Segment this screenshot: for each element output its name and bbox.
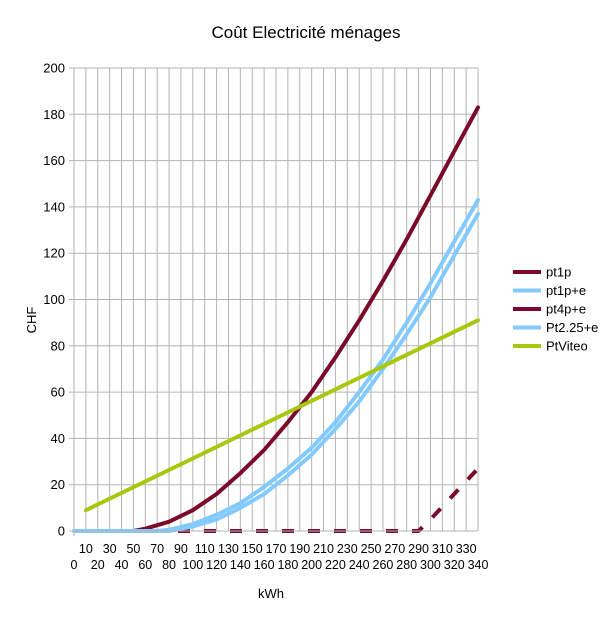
x-tick-label: 110 [195,542,215,556]
x-tick-label: 150 [242,542,263,556]
x-tick-label: 290 [408,542,429,556]
series-line-ptviteo [83,318,480,513]
x-tick-label: 250 [361,542,382,556]
chart-title: Coût Electricité ménages [212,23,401,42]
x-tick-label: 50 [126,542,140,556]
legend-label: pt4p+e [546,302,586,317]
x-tick-label: 80 [162,558,176,572]
x-tick-label: 90 [174,542,188,556]
x-tick-label: 270 [384,542,405,556]
series-line-pt2-25-e [72,211,480,533]
axes [73,68,478,536]
x-tick-label: 240 [349,558,370,572]
x-tick-label: 140 [230,558,251,572]
x-tick-label: 280 [396,558,417,572]
x-tick-label: 120 [206,558,227,572]
x-tick-label: 40 [115,558,129,572]
x-tick-label: 200 [301,558,322,572]
x-tick-label: 100 [182,558,203,572]
y-tick-label: 40 [51,431,65,446]
x-tick-label: 210 [313,542,334,556]
y-tick-label: 180 [43,107,65,122]
x-tick-label: 60 [138,558,152,572]
x-tick-label: 310 [432,542,453,556]
x-tick-label: 30 [103,542,117,556]
gridlines [69,67,479,532]
x-tick-label: 340 [468,558,489,572]
y-tick-label: 0 [58,524,65,539]
x-tick-label: 0 [71,558,78,572]
x-tick-label: 300 [420,558,441,572]
x-tick-label: 160 [254,558,275,572]
y-tick-label: 100 [43,292,65,307]
y-tick-label: 120 [43,246,65,261]
legend-label: PtViteo [546,339,588,354]
x-tick-label: 130 [218,542,239,556]
x-tick-label: 320 [444,558,465,572]
x-tick-label: 10 [79,542,93,556]
legend-label: pt1p+e [546,283,586,298]
y-axis-title: CHF [24,307,39,334]
y-tick-label: 20 [51,477,65,492]
x-axis-title: kWh [258,586,284,601]
y-tick-label: 60 [51,385,65,400]
y-tick-label: 140 [43,199,65,214]
x-tick-label: 260 [373,558,394,572]
series-line-pt1p-e [155,198,480,533]
legend-label: pt1p [546,265,571,280]
y-tick-label: 80 [51,338,65,353]
x-tick-label: 330 [456,542,477,556]
x-tick-label: 170 [266,542,287,556]
x-tick-label: 180 [277,558,298,572]
x-tick-label: 20 [91,558,105,572]
series-lines [72,105,480,533]
x-tick-label: 220 [325,558,346,572]
legend-label: Pt2.25+e [546,320,598,335]
x-tick-label: 190 [289,542,310,556]
legend: pt1p pt1p+e pt4p+e Pt2.25+e PtViteo [513,265,598,354]
x-tick-label: 230 [337,542,358,556]
y-tick-label: 160 [43,153,65,168]
y-tick-label: 200 [43,61,65,76]
x-tick-label: 70 [150,542,164,556]
